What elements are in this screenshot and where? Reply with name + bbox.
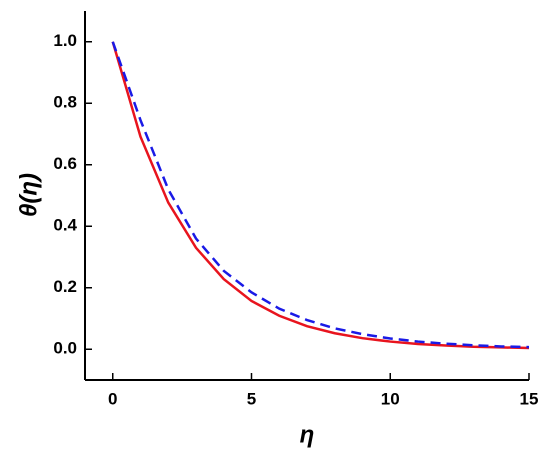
- x-tick-label: 0: [108, 389, 117, 408]
- y-tick-label: 0.0: [53, 339, 77, 358]
- y-tick-label: 0.2: [53, 277, 77, 296]
- line-series: [111, 41, 530, 350]
- line-series: [111, 41, 530, 349]
- y-tick-label: 0.6: [53, 154, 77, 173]
- x-axis-title: η: [300, 421, 315, 448]
- x-tick-label: 5: [247, 389, 256, 408]
- y-tick-label: 0.4: [53, 216, 77, 235]
- y-tick-label: 1.0: [53, 31, 77, 50]
- x-tick-label: 10: [381, 389, 400, 408]
- x-tick-label: 15: [520, 389, 539, 408]
- y-axis-title: θ(η): [15, 173, 42, 217]
- y-tick-label: 0.8: [53, 93, 77, 112]
